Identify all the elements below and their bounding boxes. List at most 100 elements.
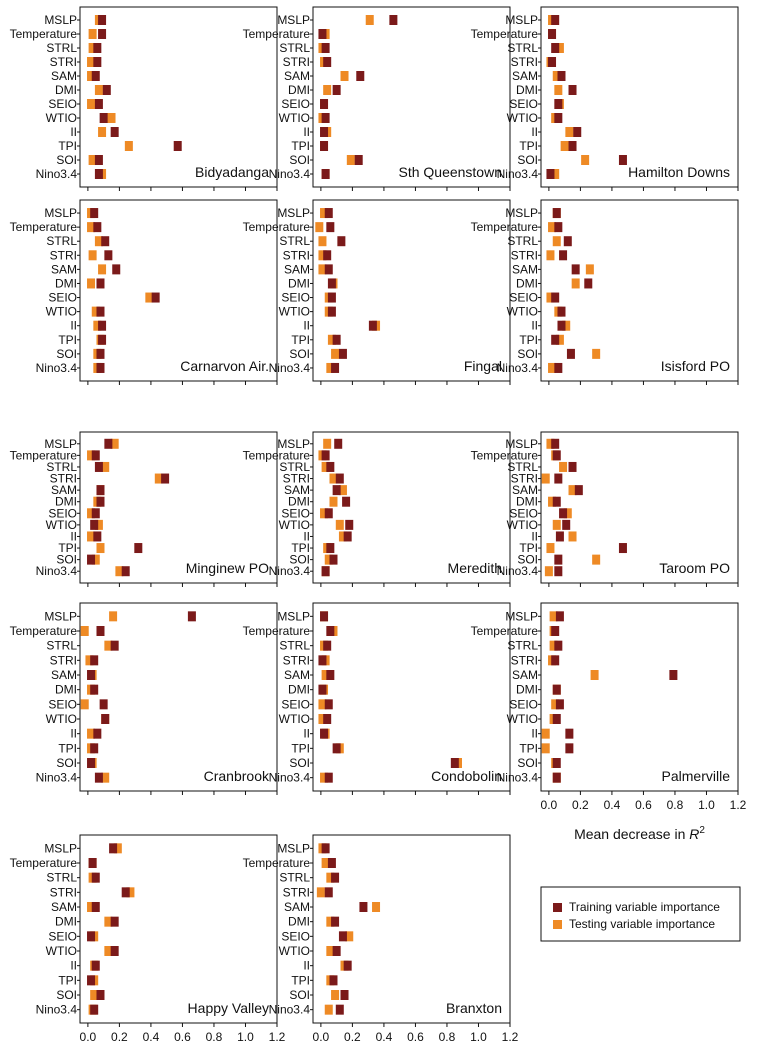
testing-marker — [548, 496, 557, 507]
training-marker — [96, 485, 105, 496]
x-tick-label: 0.0 — [80, 1030, 97, 1044]
testing-marker — [568, 531, 577, 542]
panel-frame — [79, 834, 278, 1024]
variable-label-strl: STRL — [507, 41, 538, 55]
training-marker — [554, 99, 563, 109]
variable-label-temperature: Temperature — [10, 624, 78, 638]
variable-label-ii: II — [531, 125, 538, 139]
x-axis-col-3: 0.0 0.2 0.4 0.6 0.8 1.0 1.2 Mean decrease in R2 — [541, 798, 747, 842]
testing-marker — [552, 236, 561, 247]
variable-label-sam: SAM — [51, 262, 77, 276]
training-marker — [101, 236, 110, 247]
station-name: Happy Valley — [188, 1000, 269, 1016]
training-marker — [87, 554, 96, 565]
variable-label-mslp: MSLP — [44, 437, 77, 451]
variable-label-ii: II — [303, 959, 310, 973]
variable-label-tpi: TPI — [58, 139, 77, 153]
variable-label-seio: SEIO — [281, 697, 310, 711]
training-marker — [551, 438, 560, 449]
training-marker — [332, 743, 341, 754]
testing-marker — [552, 519, 561, 530]
testing-marker — [346, 155, 355, 165]
variable-label-ii: II — [531, 529, 538, 543]
legend-swatch-training — [553, 903, 562, 912]
station-name: Cranbrook — [204, 768, 270, 784]
variable-label-strl: STRL — [279, 460, 310, 474]
testing-marker — [326, 362, 335, 373]
variable-label-seio: SEIO — [509, 697, 538, 711]
training-marker — [321, 843, 330, 854]
training-marker — [340, 990, 349, 1000]
training-marker — [554, 473, 563, 484]
testing-marker — [87, 278, 96, 289]
variable-label-strl: STRL — [279, 234, 310, 248]
testing-marker — [568, 485, 577, 496]
training-marker — [552, 684, 561, 695]
panel-frame — [540, 6, 739, 188]
training-marker — [318, 684, 327, 695]
training-marker — [552, 772, 561, 783]
testing-marker — [565, 127, 574, 137]
variable-label-stri: STRI — [511, 248, 538, 262]
variable-label-temperature: Temperature — [10, 220, 78, 234]
variable-label-wtio: WTIO — [507, 518, 538, 532]
variable-label-nino3-4: Nino3.4 — [36, 771, 78, 785]
training-marker — [98, 334, 107, 345]
variable-label-soi: SOI — [517, 153, 538, 167]
training-marker — [94, 99, 103, 109]
variable-label-dmi: DMI — [516, 683, 538, 697]
variable-label-seio: SEIO — [281, 929, 310, 943]
testing-marker — [80, 699, 89, 710]
variable-label-wtio: WTIO — [46, 305, 77, 319]
training-marker — [151, 292, 160, 303]
variable-label-tpi: TPI — [291, 139, 310, 153]
training-marker — [551, 334, 560, 345]
testing-marker — [321, 461, 330, 472]
training-marker — [551, 655, 560, 666]
variable-label-temperature: Temperature — [243, 220, 311, 234]
variable-label-temperature: Temperature — [471, 27, 539, 41]
legend: Training variable importance Testing var… — [540, 886, 741, 942]
testing-marker — [104, 640, 113, 651]
variable-label-soi: SOI — [289, 756, 310, 770]
variable-label-wtio: WTIO — [46, 111, 77, 125]
training-marker — [96, 362, 105, 373]
testing-marker — [335, 519, 344, 530]
training-marker — [320, 611, 329, 622]
training-marker — [552, 450, 561, 461]
variable-label-sam: SAM — [284, 69, 310, 83]
training-marker — [87, 758, 96, 768]
variable-label-tpi: TPI — [291, 333, 310, 347]
training-marker — [557, 306, 566, 317]
training-marker — [90, 208, 99, 219]
variable-label-wtio: WTIO — [279, 944, 310, 958]
training-marker — [134, 543, 143, 554]
training-marker — [332, 334, 341, 345]
testing-marker — [324, 554, 333, 565]
panel-cranbrook: MSLPTemperatureSTRLSTRISAMDMISEIOWTIOIIT… — [10, 602, 278, 795]
station-name: Minginew PO — [186, 560, 269, 576]
testing-marker — [549, 640, 558, 651]
variable-label-nino3-4: Nino3.4 — [269, 771, 311, 785]
testing-marker — [541, 473, 550, 484]
testing-marker — [318, 250, 327, 261]
training-marker — [551, 43, 560, 53]
training-marker — [345, 519, 354, 530]
variable-label-seio: SEIO — [48, 929, 77, 943]
training-marker — [109, 843, 118, 854]
training-marker — [87, 931, 96, 942]
training-marker — [318, 655, 327, 666]
variable-label-seio: SEIO — [509, 97, 538, 111]
training-marker — [389, 15, 398, 25]
variable-label-dmi: DMI — [288, 495, 310, 509]
station-name: Hamilton Downs — [628, 164, 730, 180]
variable-label-temperature: Temperature — [471, 624, 539, 638]
legend-box — [540, 886, 741, 942]
station-name: Palmerville — [662, 768, 731, 784]
training-marker — [568, 141, 577, 151]
training-marker — [555, 531, 564, 542]
training-marker — [90, 1004, 99, 1015]
testing-marker — [552, 71, 561, 81]
variable-label-sam: SAM — [284, 668, 310, 682]
